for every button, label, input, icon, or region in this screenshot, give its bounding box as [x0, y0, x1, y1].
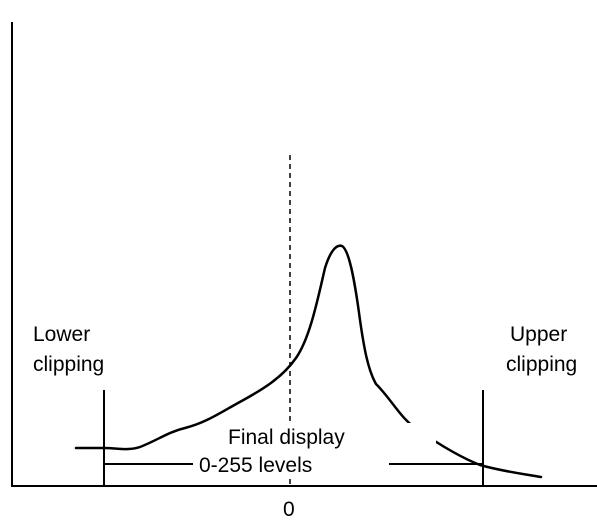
- lower-clipping-label-line2: clipping: [33, 353, 104, 376]
- upper-clipping-label-line1: Upper: [510, 323, 567, 346]
- lower-clipping-label-line1: Lower: [33, 323, 90, 346]
- final-display-label-mask-top: [224, 423, 436, 451]
- zero-tick-label: 0: [283, 498, 295, 521]
- final-display-label-mask-bottom: [193, 452, 389, 478]
- final-display-label-line1: Final display: [228, 426, 345, 449]
- upper-clipping-label-line2: clipping: [506, 353, 577, 376]
- final-display-label-line2: 0-255 levels: [199, 454, 312, 477]
